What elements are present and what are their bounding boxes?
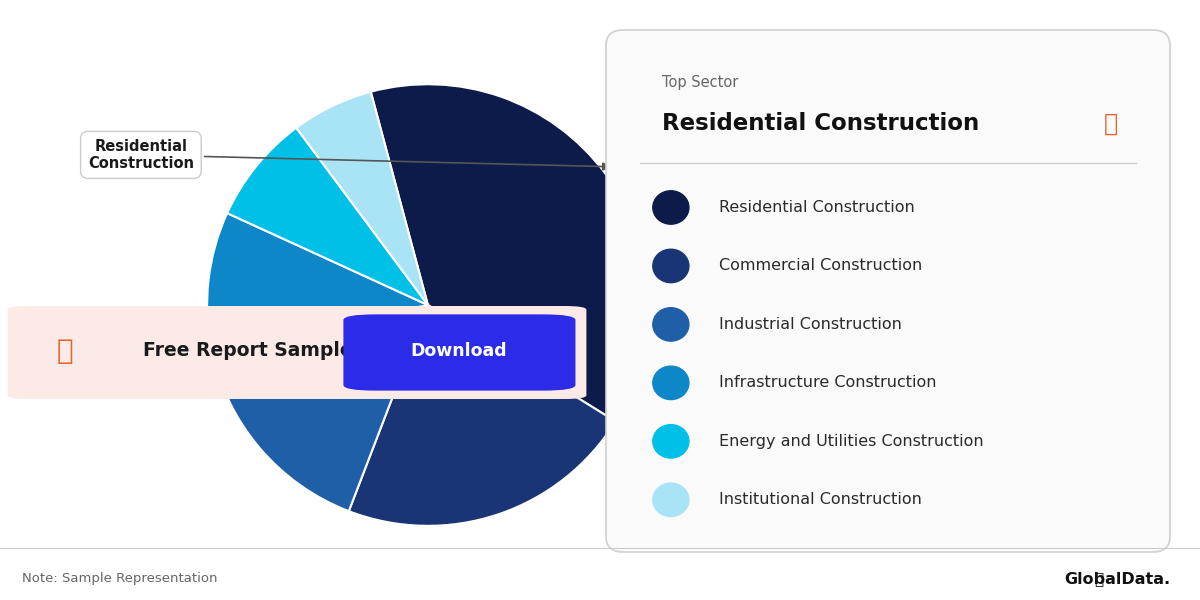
Text: Infrastructure Construction: Infrastructure Construction — [719, 376, 936, 391]
Circle shape — [653, 191, 689, 224]
Wedge shape — [296, 92, 428, 305]
Text: Free Report Sample: Free Report Sample — [143, 341, 353, 360]
Text: 🔒: 🔒 — [1104, 112, 1118, 136]
Text: 🌐: 🌐 — [1094, 572, 1104, 587]
Text: Energy and Utilities Construction: Energy and Utilities Construction — [719, 434, 984, 449]
Wedge shape — [208, 213, 428, 349]
Circle shape — [653, 483, 689, 517]
Text: Residential
Construction: Residential Construction — [88, 139, 610, 171]
Wedge shape — [211, 305, 428, 511]
Circle shape — [653, 308, 689, 341]
Text: Download: Download — [410, 341, 508, 359]
FancyBboxPatch shape — [7, 306, 587, 399]
Text: Residential Construction: Residential Construction — [719, 200, 914, 215]
Wedge shape — [227, 128, 428, 305]
Text: 🔒: 🔒 — [56, 337, 73, 365]
Text: Top Sector: Top Sector — [662, 75, 739, 89]
Circle shape — [653, 425, 689, 458]
Circle shape — [653, 366, 689, 400]
Wedge shape — [349, 305, 616, 526]
Circle shape — [653, 249, 689, 283]
FancyBboxPatch shape — [343, 314, 576, 391]
Text: GlobalData.: GlobalData. — [1064, 572, 1170, 587]
Text: Note: Sample Representation: Note: Sample Representation — [22, 572, 217, 585]
Text: Institutional Construction: Institutional Construction — [719, 492, 922, 507]
Text: Residential Construction: Residential Construction — [662, 112, 979, 136]
FancyBboxPatch shape — [606, 30, 1170, 552]
Wedge shape — [371, 84, 649, 421]
Text: Industrial Construction: Industrial Construction — [719, 317, 901, 332]
Text: Commercial Construction: Commercial Construction — [719, 259, 922, 274]
